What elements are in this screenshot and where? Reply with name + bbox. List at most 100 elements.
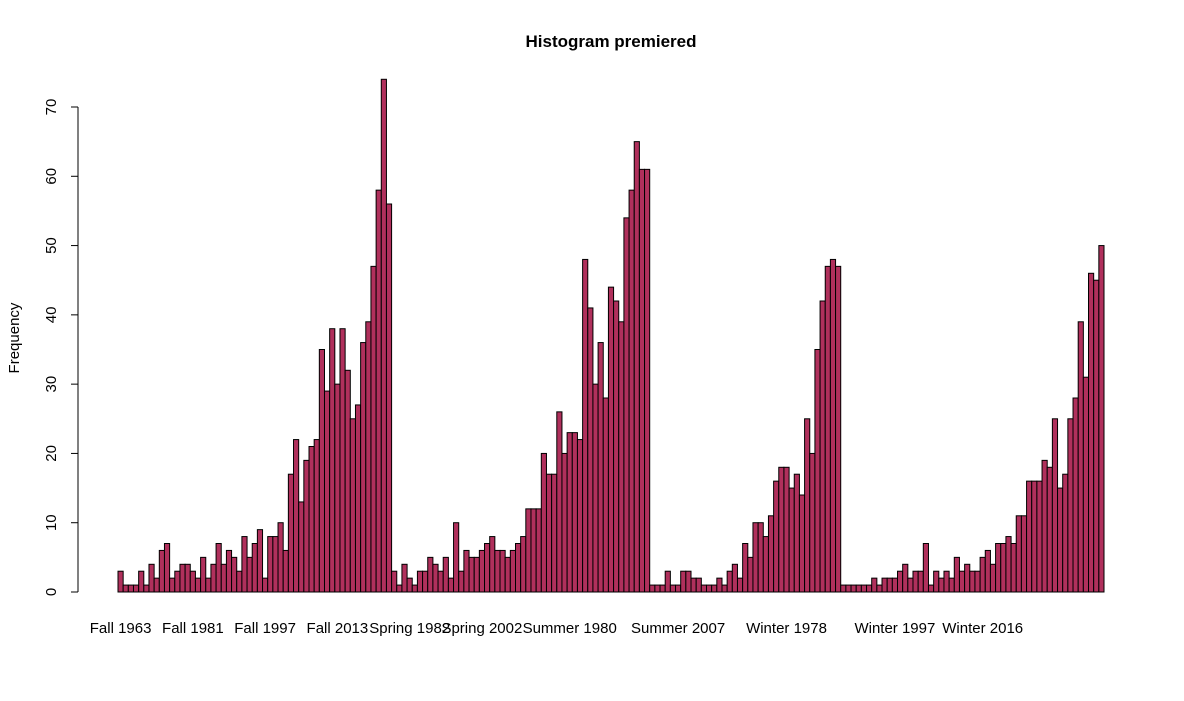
histogram-bar <box>365 321 372 593</box>
histogram-bar <box>721 584 728 593</box>
histogram-bar <box>396 584 403 593</box>
histogram-bar <box>582 258 589 593</box>
histogram-bar <box>339 328 346 593</box>
histogram-bar <box>504 556 511 593</box>
histogram-bar <box>298 501 305 593</box>
histogram-bar <box>788 487 795 593</box>
histogram-bar <box>716 577 723 593</box>
y-tick-label: 40 <box>43 307 60 324</box>
y-tick-label: 70 <box>43 99 60 116</box>
histogram-bar <box>964 563 971 593</box>
histogram-bar <box>644 168 651 593</box>
histogram-bar <box>576 439 584 593</box>
histogram-bar <box>917 570 924 593</box>
histogram-bar <box>277 522 284 593</box>
histogram-bar <box>447 577 455 593</box>
x-tick-label: Fall 2013 <box>307 620 369 637</box>
histogram-bar <box>804 418 811 593</box>
histogram-bar <box>1020 515 1028 593</box>
histogram-bar <box>370 265 377 593</box>
histogram-bar <box>385 203 393 593</box>
histogram-bar <box>845 584 852 593</box>
histogram-bar <box>933 570 940 593</box>
histogram-bar <box>323 390 331 593</box>
histogram-bar <box>127 584 134 593</box>
histogram-bar <box>876 584 883 593</box>
histogram-bar <box>267 536 274 593</box>
histogram-bar <box>117 570 124 593</box>
histogram-bar <box>169 577 176 593</box>
histogram-bar <box>148 563 155 593</box>
histogram-bar <box>334 383 341 593</box>
histogram-bar <box>798 494 806 593</box>
x-tick-label: Spring 1982 <box>369 620 450 637</box>
histogram-bar <box>262 577 269 593</box>
histogram-bar <box>158 549 165 593</box>
histogram-bar <box>1098 245 1105 593</box>
histogram-bar <box>478 549 486 593</box>
histogram-bar <box>1093 279 1100 593</box>
histogram-bar <box>545 473 553 593</box>
histogram-bar <box>618 321 625 593</box>
y-axis-label: Frequency <box>6 302 23 373</box>
histogram-bar <box>602 397 609 593</box>
histogram-bar <box>535 508 542 593</box>
histogram-bar <box>995 543 1002 593</box>
histogram-bar <box>747 556 754 593</box>
histogram-bar <box>607 286 615 593</box>
histogram-bar <box>354 404 362 593</box>
histogram-bar <box>757 522 764 593</box>
histogram-bar <box>406 577 413 593</box>
histogram-bar <box>592 383 599 593</box>
histogram-bar <box>778 466 785 593</box>
histogram-bar <box>122 584 129 593</box>
histogram-bar <box>680 570 687 593</box>
histogram-bar <box>1077 321 1084 593</box>
histogram-bar <box>561 452 568 593</box>
histogram-bar <box>313 439 320 593</box>
bars-group <box>117 78 1105 593</box>
histogram-bar <box>773 480 780 593</box>
histogram-bar <box>669 584 677 593</box>
histogram-bar <box>1031 480 1038 593</box>
histogram-bar <box>308 446 315 593</box>
histogram-bar <box>824 265 831 593</box>
histogram-bar <box>293 439 300 593</box>
y-tick-label: 20 <box>43 445 60 462</box>
histogram-bar <box>205 577 212 593</box>
histogram-bar <box>1072 397 1079 593</box>
histogram-bar <box>742 543 749 593</box>
histogram-bar <box>360 342 367 593</box>
histogram-bar <box>984 549 991 593</box>
histogram-bar <box>871 577 878 593</box>
histogram-bar <box>809 452 816 593</box>
histogram-bar <box>241 536 248 593</box>
histogram-bar <box>200 556 207 593</box>
histogram-bar <box>540 452 547 593</box>
histogram-bar <box>891 577 899 593</box>
x-tick-label: Winter 1997 <box>854 620 935 637</box>
histogram-bar <box>948 577 955 593</box>
histogram-bar <box>210 563 217 593</box>
histogram-bar <box>711 584 718 593</box>
histogram-bar <box>912 570 919 593</box>
x-axis-tick-labels: Fall 1963 Fall 1981 Fall 1997 Fall 2013 Spri… <box>90 620 1023 637</box>
histogram-bar <box>690 577 697 593</box>
histogram-bar <box>979 556 986 593</box>
histogram-bar <box>762 536 769 593</box>
histogram-bar <box>287 473 295 593</box>
histogram-bar <box>969 570 976 593</box>
histogram-bar <box>453 522 460 593</box>
histogram-bar <box>163 543 171 593</box>
histogram-bar <box>1062 473 1069 593</box>
histogram-bar <box>349 418 356 593</box>
histogram-bar <box>401 563 408 593</box>
histogram-bar <box>220 563 227 593</box>
histogram-bar <box>783 466 790 593</box>
histogram-bar <box>484 543 491 593</box>
histogram-bar <box>236 570 243 593</box>
histogram-bar <box>881 577 888 593</box>
histogram-bar <box>664 570 671 593</box>
histogram-bar <box>184 563 191 593</box>
histogram-bar <box>1026 480 1033 593</box>
